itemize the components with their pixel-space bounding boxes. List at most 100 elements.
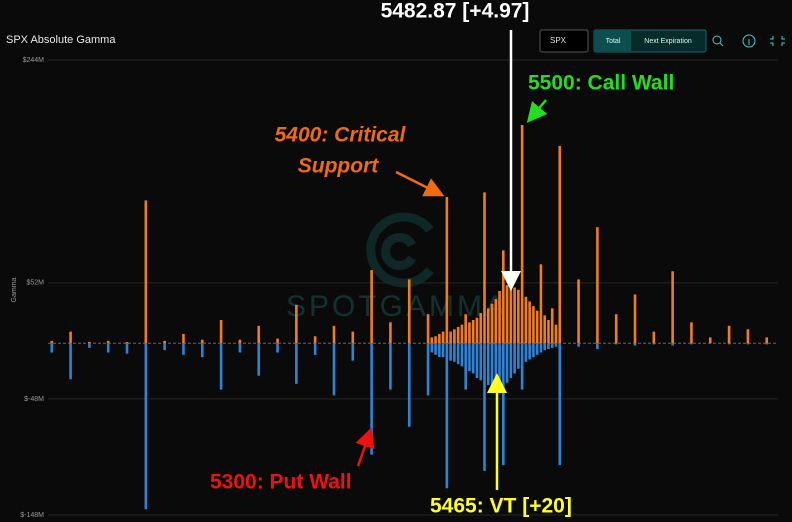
bar xyxy=(276,343,279,353)
total-button[interactable] xyxy=(595,31,631,51)
bar xyxy=(513,287,516,344)
bar xyxy=(547,320,550,344)
bar xyxy=(532,306,535,344)
bar xyxy=(468,343,471,372)
bar xyxy=(498,290,501,344)
bar xyxy=(486,308,490,344)
bar xyxy=(438,343,441,358)
next-expiration-label[interactable]: Next Expiration xyxy=(644,38,692,45)
bar xyxy=(513,343,516,374)
bar xyxy=(163,340,166,344)
bar xyxy=(125,342,129,344)
bar xyxy=(535,310,539,344)
bar xyxy=(332,325,336,344)
bar xyxy=(558,343,562,466)
bar xyxy=(524,343,528,362)
bar xyxy=(332,343,336,396)
bar xyxy=(471,320,475,344)
bar xyxy=(479,313,483,344)
bar xyxy=(520,343,524,390)
bar xyxy=(389,322,392,344)
bar xyxy=(550,308,554,344)
bar xyxy=(471,343,475,374)
bar xyxy=(313,336,317,344)
y-tick-label: $244M xyxy=(23,57,45,64)
bar xyxy=(464,343,467,390)
bar xyxy=(746,343,750,345)
bar xyxy=(69,331,72,344)
total-label: Total xyxy=(606,38,621,45)
bar xyxy=(449,331,452,344)
bar xyxy=(765,337,769,344)
put-wall-annotation: 5300: Put Wall xyxy=(210,471,352,494)
call-wall-annotation: 5500: Call Wall xyxy=(528,72,674,95)
bar xyxy=(528,301,531,344)
search-icon[interactable] xyxy=(712,35,724,47)
bar xyxy=(276,338,279,344)
bar xyxy=(453,343,456,362)
bar xyxy=(490,343,494,388)
bar xyxy=(441,331,445,344)
bar xyxy=(539,343,543,353)
bar xyxy=(577,343,580,347)
y-tick-label: $-48M xyxy=(24,396,44,403)
bar xyxy=(517,343,520,369)
bar xyxy=(633,343,637,346)
bar xyxy=(708,337,712,344)
bar xyxy=(577,279,580,344)
bar xyxy=(430,337,434,344)
ticker-input[interactable] xyxy=(539,29,589,53)
bar xyxy=(460,343,464,367)
bar xyxy=(690,343,693,345)
call-wall-arrow xyxy=(526,99,548,123)
bar xyxy=(502,343,505,466)
bar xyxy=(182,343,185,355)
bar xyxy=(456,326,460,344)
bar xyxy=(727,343,731,345)
bar xyxy=(426,314,430,344)
bar xyxy=(468,322,471,344)
bar xyxy=(144,343,148,510)
bar xyxy=(539,264,543,344)
support-annotation: Support xyxy=(298,155,379,178)
bar xyxy=(163,343,166,351)
bar xyxy=(453,329,456,344)
chart-title: SPX Absolute Gamma xyxy=(6,34,116,46)
bar xyxy=(483,343,486,471)
bar xyxy=(430,343,434,353)
compress-icon[interactable] xyxy=(770,36,785,46)
bar xyxy=(295,304,298,344)
bar xyxy=(502,250,505,344)
bar xyxy=(460,324,464,344)
bar xyxy=(532,343,535,358)
bar xyxy=(441,343,445,358)
bar xyxy=(475,343,479,379)
bar xyxy=(509,343,513,379)
bar xyxy=(494,299,498,344)
info-icon[interactable] xyxy=(742,34,756,48)
bar xyxy=(434,336,437,344)
bar xyxy=(596,343,599,350)
bar xyxy=(483,192,486,344)
bar xyxy=(238,343,242,353)
bar xyxy=(238,339,242,344)
bar xyxy=(633,294,637,344)
vt-annotation: 5465: VT [+20] xyxy=(430,495,572,518)
support-arrow xyxy=(395,170,445,197)
bar xyxy=(456,343,460,365)
bar xyxy=(219,343,223,390)
bar xyxy=(351,331,355,344)
bar xyxy=(125,343,129,354)
bar xyxy=(69,343,72,380)
bar xyxy=(351,343,355,361)
bar xyxy=(498,343,501,388)
bar xyxy=(765,343,769,345)
bar xyxy=(464,314,467,344)
bar xyxy=(596,227,599,344)
watermark-text: SPOTGAMMA xyxy=(286,290,508,323)
bar xyxy=(438,333,441,344)
bar xyxy=(50,340,54,344)
